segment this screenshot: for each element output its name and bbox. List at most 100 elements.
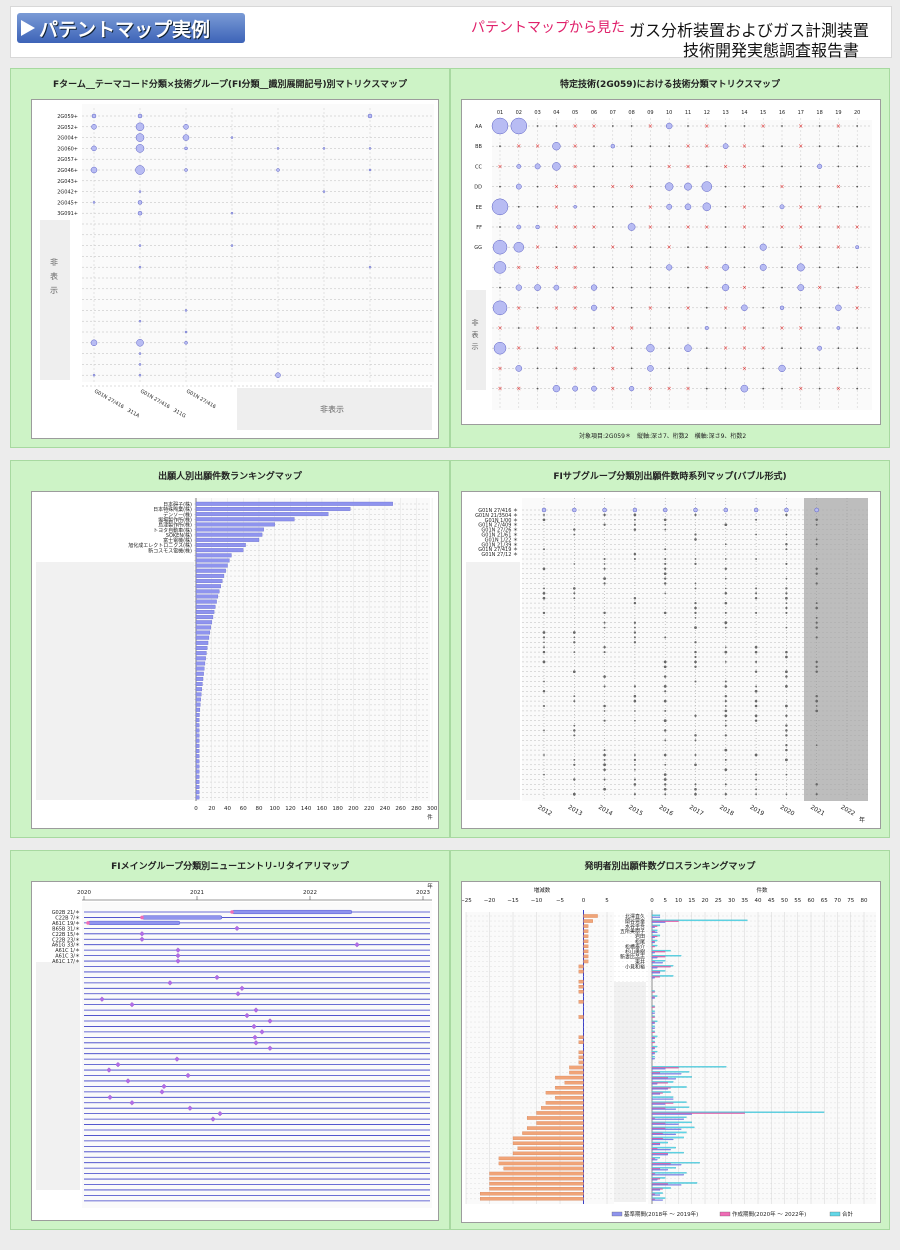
section-badge-label: パテントマップ実例 [39,19,211,41]
applicant-bar [195,718,200,723]
hidden-label: 非 [50,257,58,267]
change-bar [526,1126,584,1130]
current-period-bar [651,1047,655,1049]
timeseries-dot [664,763,667,766]
timeseries-dot [663,572,667,575]
cross-mark: × [629,325,634,332]
col-label: 12 [704,110,710,116]
cross-mark: × [761,345,766,352]
entry-diamond [214,974,220,981]
timeseries-dot [573,729,576,732]
timeseries-dot [694,734,697,737]
matrix-footnote: 対象項目:2G059＊ 縦軸:深さ7、桁数2 横軸:深さ9、桁数2 [579,433,747,440]
matrix-dot [499,185,501,188]
matrix-bubble [646,344,655,353]
total-bar [651,975,674,977]
matrix-dot [799,185,802,188]
cross-mark: × [742,224,747,231]
timeseries-dot [603,768,606,771]
timeseries-bubble [693,507,698,513]
matrix-bubble [182,134,190,141]
matrix-bubble [722,284,730,292]
total-bar [651,1162,700,1164]
matrix-bubble [796,263,805,272]
total-bar [651,1121,692,1124]
matrix-dot [781,347,783,350]
inventor-ranking-chart: −25 −20 −15 −10 −5 0 5 増減数 0 5 10 15 20 25 30 35 40 45 50 5… [460,881,881,1223]
matrix-dot [630,347,633,350]
fi-label: G01N 27/26 ＊ [481,528,518,534]
timeseries-dot [664,562,667,565]
row-label: EE [476,205,482,211]
timeseries-dot [694,665,697,668]
entry-span-bar [231,910,353,915]
total-bar [651,919,748,922]
fterm-matrix-svg: 2G059+ 2G052+ 2G004+ 2G060+ 2G057+ 2G046+ 2G04… [40,104,434,430]
current-period-bar [651,951,666,953]
timeseries-dot [754,753,758,757]
inventor-name: 関谷晃幸 [625,918,645,925]
timeseries-dot [663,665,667,669]
year-label: 2016 [658,804,675,818]
cross-mark: × [535,143,540,150]
matrix-dot [856,165,859,168]
change-bar [578,1035,584,1039]
right-tick-label: 35 [741,898,748,904]
entry-diamond [175,952,181,959]
applicant-bar [195,532,263,537]
cross-mark: × [704,264,709,271]
timeseries-dot [663,778,667,781]
applicant-bar [195,697,201,702]
applicant-bar [195,676,204,681]
matrix-bubble [628,385,635,392]
hidden-label: 非 [472,318,479,327]
matrix-bubble [573,205,577,209]
current-period-bar [651,925,658,927]
entry-diamond [106,1067,112,1073]
matrix-bubble [741,304,748,312]
current-period-bar [651,1107,666,1109]
fi-subgroup-chart: 2012 2013 2014 2015 2016 2017 2018 2019 2020 2021… [461,491,881,829]
matrix-bubble [136,339,144,347]
base-period-bar [651,1037,655,1040]
timeseries-dot [633,783,637,786]
timeseries-dot [664,636,667,639]
timeseries-dot [754,645,758,649]
cross-mark: × [497,163,502,170]
matrix-bubble [513,241,525,253]
matrix-dot [799,306,802,309]
matrix-dot [762,145,765,148]
timeseries-dot [785,793,788,796]
timeseries-dot [815,670,818,673]
hidden-label: 示 [50,286,58,295]
year-label: 2019 [748,804,765,818]
timeseries-dot [664,567,667,570]
applicant-bar [195,790,200,795]
timeseries-dot [603,645,606,649]
right-tick-label: 60 [808,898,815,904]
timeseries-dot [694,616,697,619]
cross-mark: × [685,163,690,170]
year-label: 2020 [77,890,91,896]
right-tick-label: 75 [847,898,854,904]
applicant-label: 日本碍子(株) [163,501,192,508]
current-period-bar [651,1198,655,1200]
cross-mark: × [573,264,578,271]
left-tick-label: −5 [556,898,565,904]
inventor-name: 小見和裕 [625,964,645,971]
timeseries-dot [755,611,758,614]
cross-mark: × [648,224,653,231]
cross-mark: × [648,204,653,211]
entry-diamond [159,1089,165,1095]
legend-label: 合計 [842,1210,854,1218]
timeseries-dot [755,587,758,590]
applicant-label: デンソー(株) [163,511,192,518]
timeseries-dot [724,758,727,761]
current-period-bar [651,1148,658,1150]
applicant-label: 新コスモス電機(株) [148,547,192,554]
matrix-dot [555,367,558,370]
change-bar [555,1075,584,1080]
applicant-bar [195,558,230,563]
matrix-bubble [779,204,785,210]
matrix-bubble [510,117,528,135]
